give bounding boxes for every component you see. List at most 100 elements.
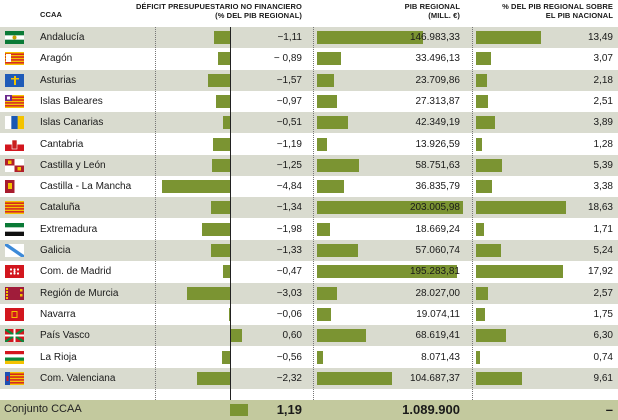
- deficit-value: −4,84: [276, 181, 302, 193]
- pct-bar: [476, 158, 502, 172]
- pib-value: 36.835,79: [415, 181, 461, 193]
- table-row: Aragón − 0,89 33.496,13 3,07: [0, 48, 618, 69]
- pib-bar: [317, 52, 342, 66]
- ccaa-name: Islas Baleares: [40, 95, 103, 107]
- pct-value: 3,38: [593, 181, 613, 193]
- deficit-zero-axis: [230, 27, 231, 420]
- pib-value: 68.619,41: [415, 330, 461, 342]
- flag-extremadura-icon: [5, 222, 24, 236]
- table-row: La Rioja −0,56 8.071,43 0,74: [0, 347, 618, 368]
- pib-bar: [317, 116, 348, 130]
- flag-islas-canarias-icon: [5, 116, 24, 130]
- ccaa-name: Cantabria: [40, 138, 84, 150]
- deficit-value: −0,97: [276, 95, 302, 107]
- column-divider-2: [313, 27, 314, 420]
- pct-value: 3,89: [593, 117, 613, 129]
- deficit-bar: [162, 180, 230, 194]
- pct-value: 5,24: [593, 245, 613, 256]
- ccaa-name: Islas Canarias: [40, 117, 104, 129]
- ccaa-name: Asturias: [40, 74, 77, 86]
- pct-value: 18,63: [587, 202, 613, 214]
- table-row: Cantabria −1,19 13.926,59 1,28: [0, 134, 618, 155]
- header-pct-line1: % DEL PIB REGIONAL SOBRE: [502, 2, 613, 11]
- column-divider-3: [472, 27, 473, 420]
- pct-bar: [476, 371, 523, 385]
- table-row: Islas Baleares −0,97 27.313,87 2,51: [0, 91, 618, 112]
- ccaa-name: Cataluña: [40, 202, 81, 214]
- total-deficit-value: 1,19: [276, 402, 302, 417]
- table-row: Castilla - La Mancha −4,84 36.835,79 3,38: [0, 176, 618, 197]
- ccaa-name: Castilla y León: [40, 159, 106, 171]
- deficit-value: 0,60: [282, 330, 302, 342]
- total-row: Conjunto CCAA 1,19 1.089.900 –: [0, 400, 618, 420]
- pib-value: 23.709,86: [415, 74, 461, 86]
- deficit-bar: [187, 286, 230, 300]
- header-deficit-line1: DÉFICIT PRESUPUESTARIO NO FINANCIERO: [136, 2, 302, 11]
- ccaa-name: La Rioja: [40, 351, 77, 363]
- deficit-value: −0,56: [276, 351, 302, 363]
- pib-bar: [317, 180, 344, 194]
- flag-galicia-icon: [5, 244, 24, 257]
- flag-asturias-icon: [5, 73, 24, 87]
- pct-value: 0,74: [593, 351, 613, 363]
- deficit-value: −1,34: [276, 202, 302, 214]
- pib-value: 57.060,74: [415, 245, 461, 256]
- pct-bar: [476, 265, 563, 279]
- pib-value: 195.283,81: [409, 266, 460, 278]
- flag-murcia-icon: [5, 286, 24, 300]
- deficit-bar: [230, 329, 242, 343]
- pib-value: 203.005,98: [409, 202, 460, 214]
- deficit-value: −1,33: [276, 245, 302, 256]
- pib-value: 58.751,63: [415, 159, 461, 171]
- pct-value: 1,75: [593, 308, 613, 320]
- table-row: Extremadura −1,98 18.669,24 1,71: [0, 219, 618, 240]
- pib-value: 8.071,43: [421, 351, 460, 363]
- header-pib-line2: (MILL. €): [428, 11, 460, 20]
- pib-value: 146.983,33: [409, 32, 460, 43]
- total-pib-value: 1.089.900: [402, 402, 460, 417]
- pib-value: 28.027,00: [415, 287, 461, 299]
- flag-castilla-la-mancha-icon: [5, 180, 24, 194]
- pib-bar: [317, 137, 327, 151]
- flag-valenciana-icon: [5, 371, 24, 385]
- pct-value: 1,28: [593, 138, 613, 150]
- total-label: Conjunto CCAA: [4, 403, 82, 415]
- deficit-value: −0,47: [276, 266, 302, 278]
- pct-bar: [476, 52, 491, 66]
- pct-value: 2,18: [593, 74, 613, 86]
- deficit-bar: [217, 52, 230, 66]
- deficit-value: −2,32: [276, 372, 302, 384]
- table-row: Cataluña −1,34 203.005,98 18,63: [0, 197, 618, 219]
- pib-value: 19.074,11: [416, 308, 460, 320]
- ccaa-name: País Vasco: [40, 330, 90, 342]
- ccaa-name: Andalucía: [40, 32, 85, 43]
- deficit-bar: [211, 244, 230, 257]
- ccaa-name: Galicia: [40, 245, 71, 256]
- deficit-bar: [223, 265, 230, 279]
- deficit-bar: [229, 307, 231, 321]
- pct-bar: [476, 201, 566, 215]
- table-row: Andalucía −1,11 146.983,33 13,49: [0, 27, 618, 48]
- table-row: Galicia −1,33 57.060,74 5,24: [0, 240, 618, 261]
- ccaa-name: Com. Valenciana: [40, 372, 116, 384]
- pct-value: 1,71: [593, 223, 613, 235]
- table-row: Castilla y León −1,25 58.751,63 5,39: [0, 154, 618, 176]
- table-row: Región de Murcia −3,03 28.027,00 2,57: [0, 282, 618, 304]
- table-row: Com. de Madrid −0,47 195.283,81 17,92: [0, 261, 618, 282]
- ccaa-name: Com. de Madrid: [40, 266, 112, 278]
- flag-andalucia-icon: [5, 31, 24, 44]
- table-row: País Vasco 0,60 68.619,41 6,30: [0, 325, 618, 347]
- deficit-bar: [207, 73, 230, 87]
- pct-value: 6,30: [593, 330, 613, 342]
- pct-bar: [476, 244, 502, 257]
- pct-bar: [476, 116, 495, 130]
- pct-bar: [476, 222, 485, 236]
- pct-value: 2,57: [593, 287, 613, 299]
- ccaa-name: Región de Murcia: [40, 287, 119, 299]
- pib-bar: [317, 307, 331, 321]
- deficit-bar: [216, 94, 230, 108]
- deficit-bar: [212, 158, 230, 172]
- deficit-value: −1,57: [276, 74, 302, 86]
- pct-value: 13,49: [587, 32, 613, 43]
